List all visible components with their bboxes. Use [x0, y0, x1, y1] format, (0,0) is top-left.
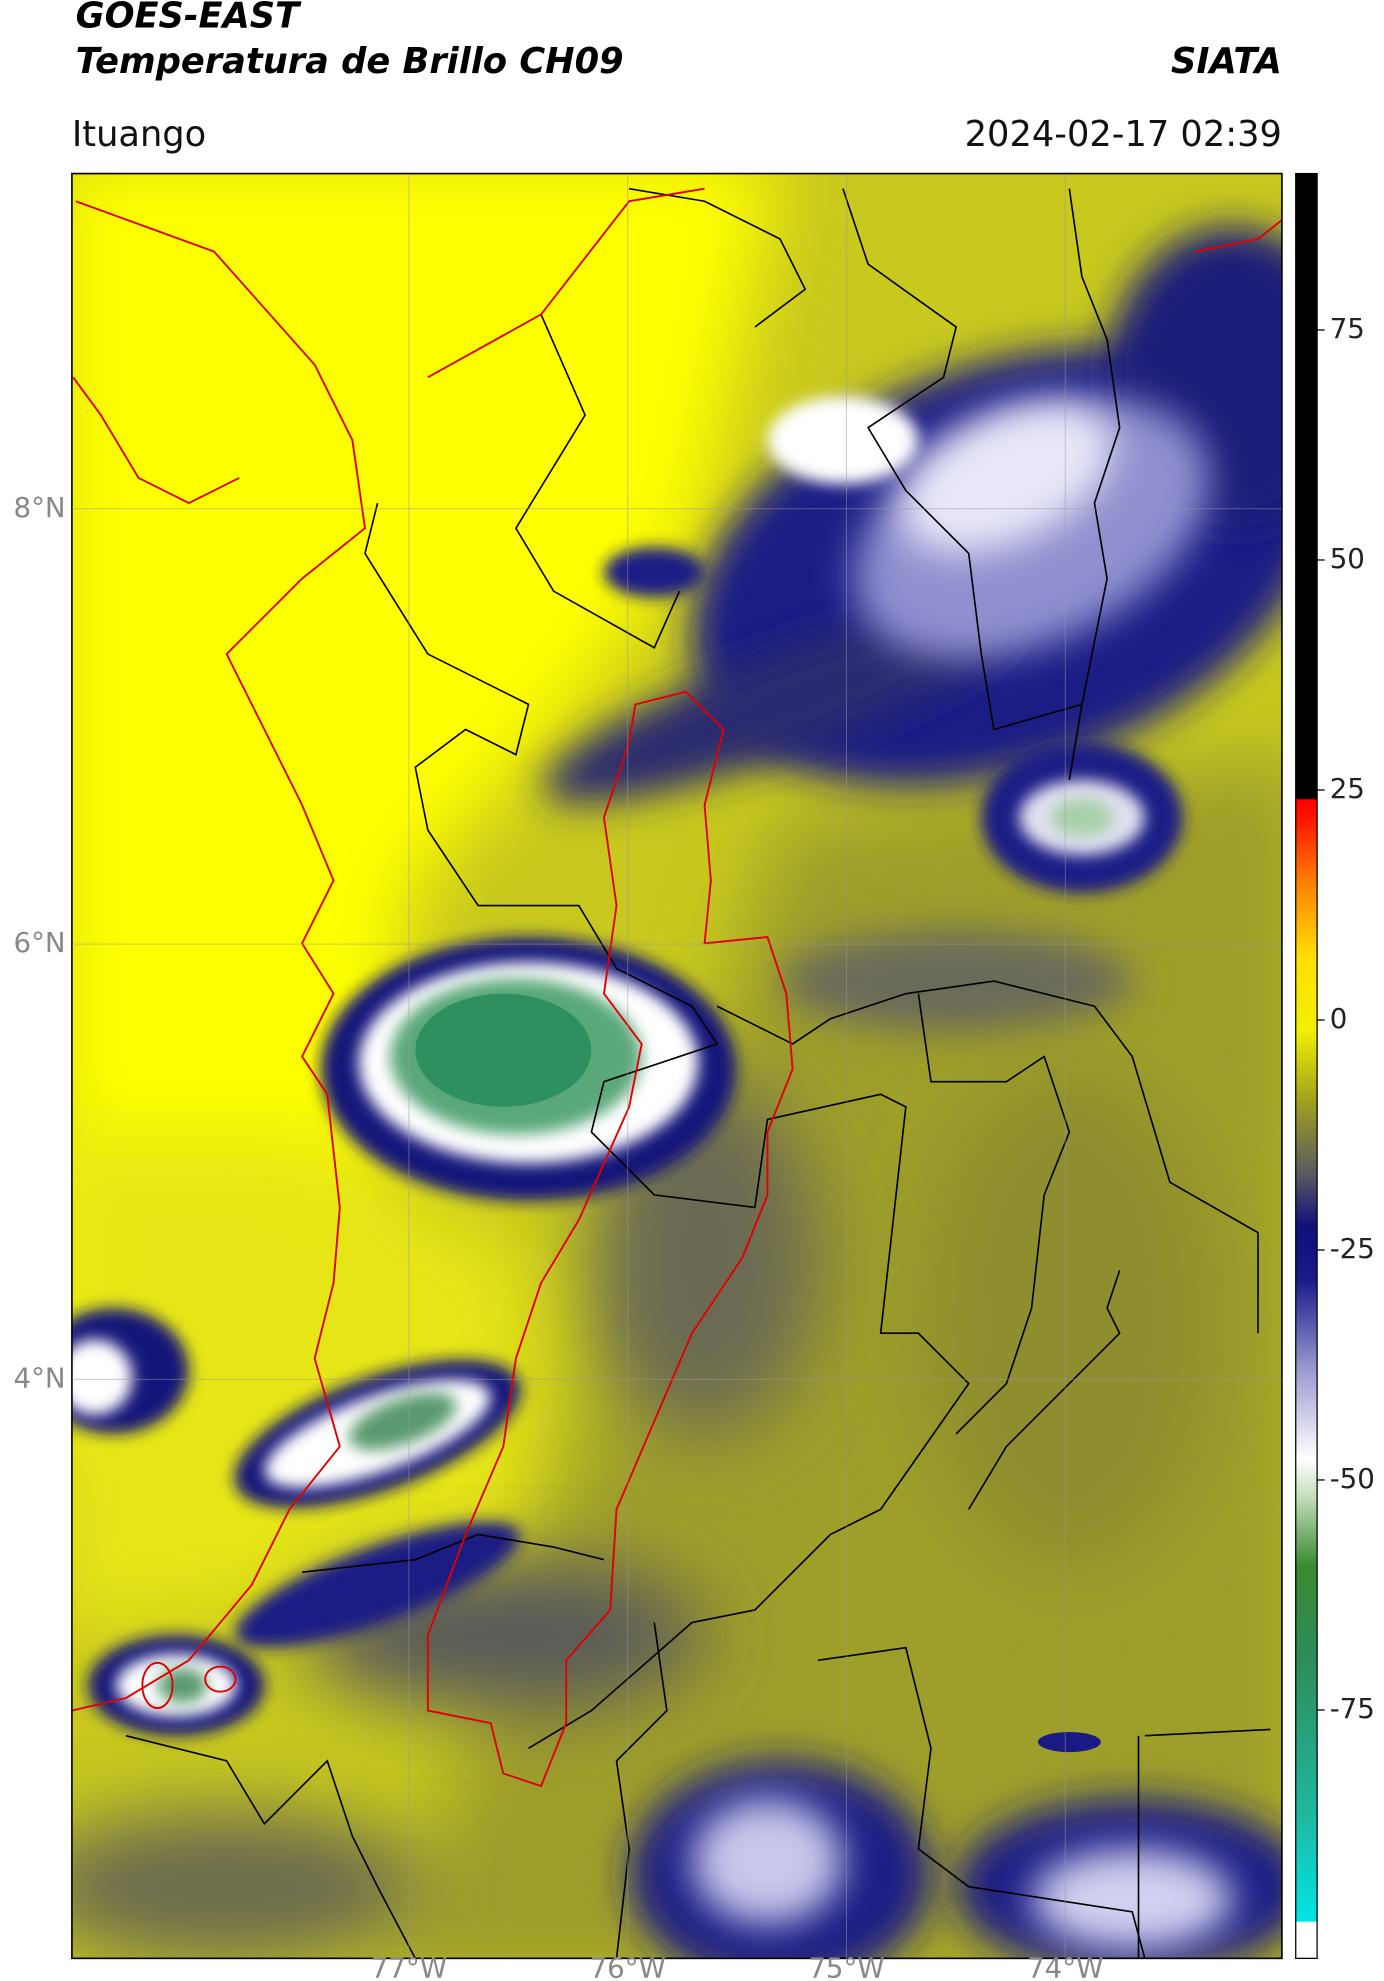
location: Ituango: [72, 114, 206, 155]
x-tick-label: 75°W: [808, 1952, 884, 1981]
org: SIATA: [1171, 41, 1282, 82]
colorbar-tick-label: 0: [1330, 1002, 1348, 1035]
title: GOES-EAST: [76, 0, 302, 37]
y-tick-label: 4°N: [14, 1361, 66, 1394]
x-tick-label: 74°W: [1027, 1952, 1103, 1981]
satellite-image: [71, 173, 1282, 1959]
colorbar-tick-label: 25: [1330, 772, 1365, 805]
map-frame: [71, 172, 1283, 1960]
colorbar-tick-label: -50: [1330, 1462, 1375, 1495]
y-tick-label: 8°N: [14, 491, 66, 524]
colorbar: [1295, 172, 1318, 1959]
colorbar-tick-label: 50: [1330, 542, 1365, 575]
y-tick-label: 6°N: [14, 926, 66, 959]
datetime: 2024-02-17 02:39: [965, 114, 1282, 155]
colorbar-tick-label: -25: [1330, 1232, 1375, 1265]
x-tick-label: 77°W: [371, 1952, 447, 1981]
title: Temperatura de Brillo CH09: [76, 41, 624, 82]
x-tick-label: 76°W: [589, 1952, 665, 1981]
colorbar-tick-label: 75: [1330, 312, 1365, 345]
colorbar-tick-label: -75: [1330, 1692, 1375, 1725]
